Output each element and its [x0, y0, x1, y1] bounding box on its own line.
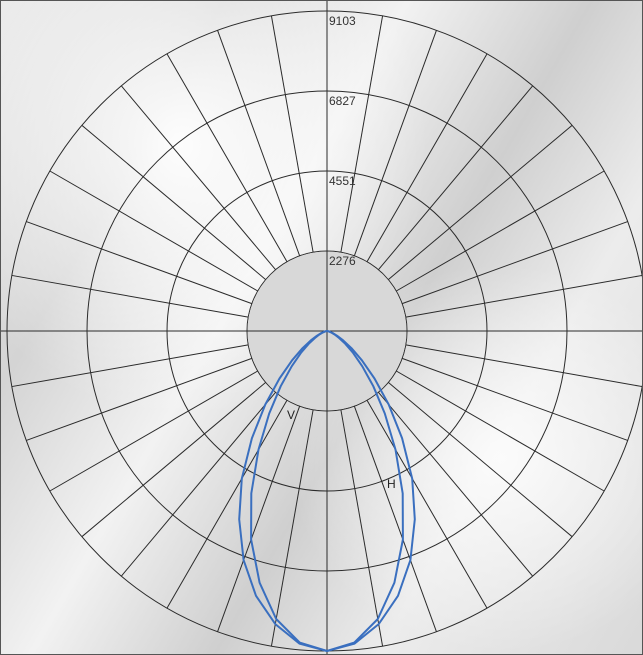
- spoke-260: [12, 345, 248, 387]
- radial-tick-label: 6827: [329, 94, 356, 108]
- spoke-330: [167, 54, 287, 262]
- radial-tick-label: 4551: [329, 174, 356, 188]
- spoke-170: [341, 410, 383, 646]
- spoke-340: [218, 30, 300, 256]
- spoke-280: [12, 275, 248, 317]
- spoke-150: [367, 400, 487, 608]
- spoke-120: [396, 371, 604, 491]
- radial-tick-label: 2276: [329, 254, 356, 268]
- spoke-300: [50, 171, 258, 291]
- radial-tick-label: 9103: [329, 14, 356, 28]
- spoke-70: [402, 222, 628, 304]
- spoke-240: [50, 371, 258, 491]
- spoke-110: [402, 358, 628, 440]
- spoke-60: [396, 171, 604, 291]
- spoke-250: [26, 358, 252, 440]
- curve-label-v: V: [287, 408, 295, 422]
- spoke-80: [406, 275, 642, 317]
- spoke-290: [26, 222, 252, 304]
- spoke-10: [341, 16, 383, 252]
- spoke-20: [354, 30, 436, 256]
- spoke-350: [271, 16, 313, 252]
- spoke-30: [367, 54, 487, 262]
- spoke-210: [167, 400, 287, 608]
- spoke-190: [271, 410, 313, 646]
- spoke-100: [406, 345, 642, 387]
- curve-label-h: H: [387, 477, 396, 491]
